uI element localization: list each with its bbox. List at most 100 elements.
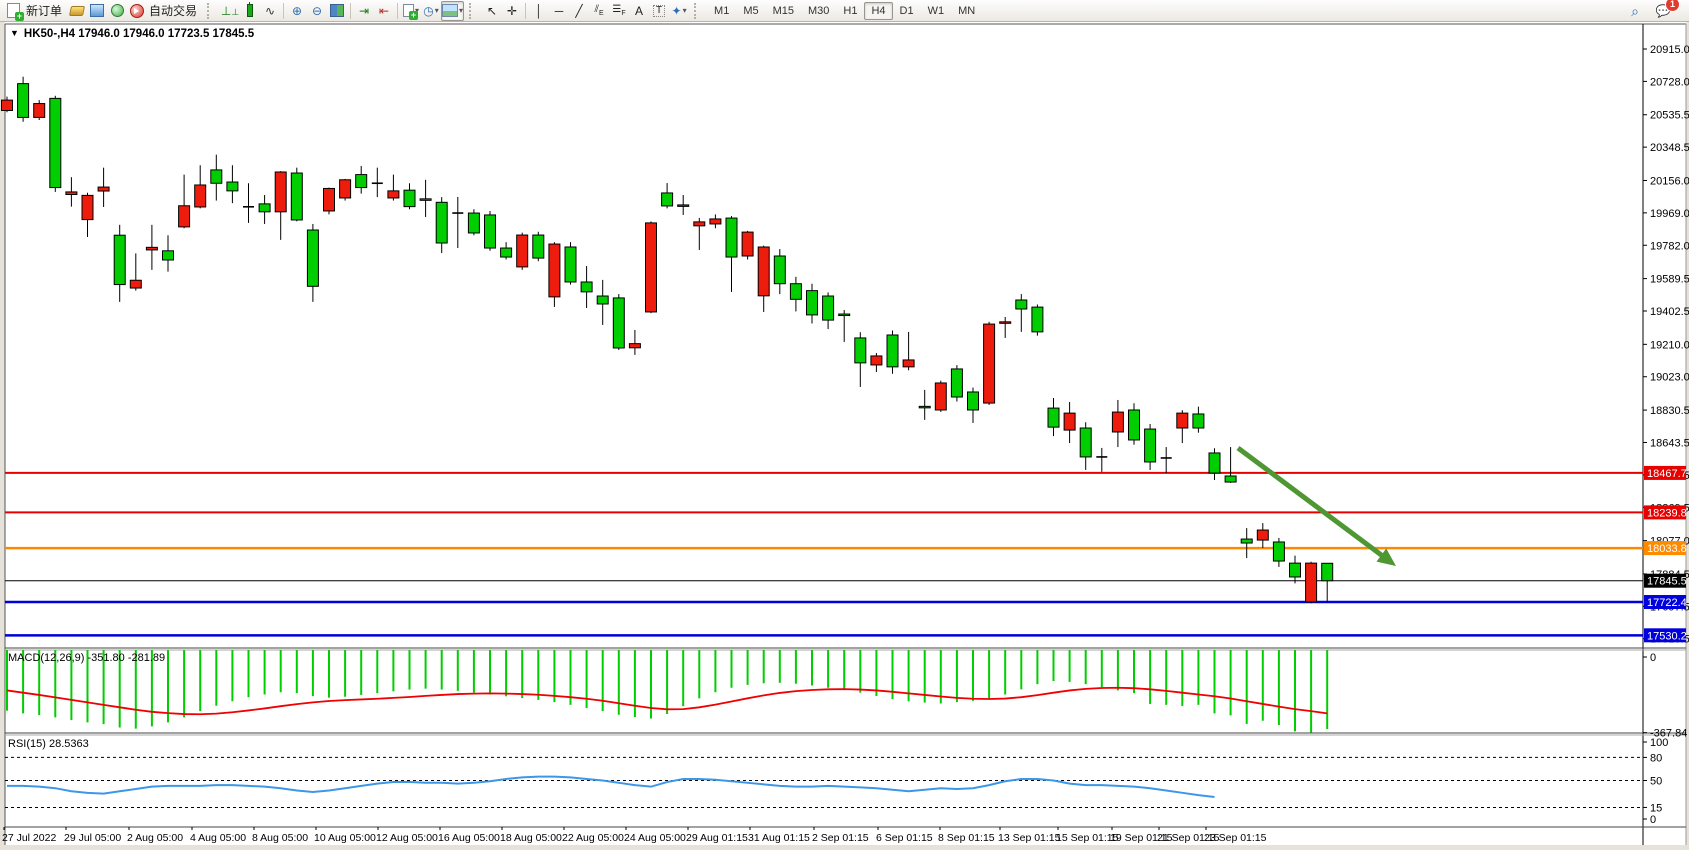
price-axis-label: 18830.5 <box>1650 405 1689 417</box>
text-label-button[interactable]: T <box>649 2 669 20</box>
chart-shift-icon: ⇤ <box>379 3 390 18</box>
chevron-down-icon: ▾ <box>682 6 687 15</box>
candle-body <box>532 234 545 259</box>
candle-body <box>1272 541 1285 562</box>
tf-w1-button[interactable]: W1 <box>927 4 945 17</box>
clock-icon: ◷ <box>423 3 434 18</box>
tf-d1-button[interactable]: D1 <box>899 4 914 17</box>
date-label: 13 Sep 01:15 <box>998 832 1061 844</box>
price-level-badge <box>1644 505 1686 520</box>
search-button[interactable]: ⌕ <box>1625 2 1645 20</box>
symbol-dropdown-icon[interactable]: ▼ <box>10 28 19 38</box>
price-axis-label: 20156.0 <box>1650 175 1689 187</box>
rsi-indicator-label: RSI(15) 28.5363 <box>8 738 89 750</box>
periods-button[interactable]: ◷ ▾ <box>421 2 441 20</box>
tile-windows-button[interactable] <box>327 2 347 20</box>
price-level-badge-text: 18033.8 <box>1647 543 1687 555</box>
zoom-out-icon: ⊖ <box>312 3 323 18</box>
candle-body <box>1305 562 1318 603</box>
cursor-button[interactable]: ↖ <box>482 2 502 20</box>
price-level-badge-text: 17722.4 <box>1647 597 1687 609</box>
auto-scroll-button[interactable]: ⇥ <box>354 2 374 20</box>
date-label: 23 Sep 01:15 <box>1204 832 1267 844</box>
price-axis-label: 19210.0 <box>1650 339 1689 351</box>
new-order-icon: + <box>7 3 24 21</box>
tf-h1-button[interactable]: H1 <box>843 4 858 17</box>
tf-h4-button[interactable]: H4 <box>864 1 893 20</box>
chart-background <box>0 22 1689 850</box>
candle-body <box>419 198 432 201</box>
auto-scroll-icon: ⇥ <box>359 3 370 18</box>
price-level-badge-text: 18467.7 <box>1647 468 1687 480</box>
rsi-axis-label: 0 <box>1650 814 1656 826</box>
toolbar-divider <box>525 2 527 19</box>
chart-symbol-title: ▼ HK50-,H4 17946.0 17946.0 17723.5 17845.… <box>10 28 254 40</box>
new-order-button[interactable]: + 新订单 <box>4 2 67 21</box>
vertical-line-button[interactable]: │ <box>529 2 549 20</box>
chart-canvas[interactable]: 20915.0 20728.0 20535.5 20348.5 20156.0 19969… <box>0 22 1689 850</box>
text-button[interactable]: A <box>629 2 649 20</box>
price-axis-label: 19402.5 <box>1650 306 1689 318</box>
candlestick-icon <box>247 2 254 17</box>
auto-trading-button[interactable]: 自动交易 <box>127 2 202 20</box>
trend-arrow-head <box>1376 548 1396 566</box>
chart-profile-button[interactable] <box>67 2 87 20</box>
price-axis-label: 20915.0 <box>1650 44 1689 56</box>
arrows-button[interactable]: ✦ ▾ <box>669 2 689 20</box>
candle-body <box>693 221 706 227</box>
tf-m30-button[interactable]: M30 <box>808 4 830 17</box>
date-label: 8 Sep 01:15 <box>938 832 995 844</box>
price-level-badge-text: 17530.2 <box>1647 630 1687 642</box>
globe-icon <box>110 4 124 17</box>
zoom-in-button[interactable]: ⊕ <box>287 2 307 20</box>
templates-button[interactable]: ▾ <box>441 0 465 21</box>
candle-body <box>1256 529 1269 541</box>
date-label: 2 Aug 05:00 <box>127 832 183 844</box>
window-left-frame <box>0 22 5 850</box>
bar-chart-button[interactable]: ⊥⊥ <box>220 2 240 20</box>
price-level-badge <box>1644 541 1686 556</box>
horizontal-line-button[interactable]: ─ <box>549 2 569 20</box>
date-label: 12 Aug 05:00 <box>376 832 438 844</box>
price-axis-label: 19589.5 <box>1650 274 1689 286</box>
tf-m1-button[interactable]: M1 <box>714 4 730 17</box>
candle-body <box>806 290 818 316</box>
candle-body <box>49 97 62 189</box>
candle-body <box>226 181 239 192</box>
date-label: 22 Aug 05:00 <box>562 832 624 844</box>
zoom-out-button[interactable]: ⊖ <box>307 2 327 20</box>
candle-body <box>822 295 835 321</box>
toolbar-divider <box>350 2 352 19</box>
toolbar-divider <box>283 2 285 19</box>
date-label: 16 Aug 05:00 <box>438 832 500 844</box>
chart-shift-button[interactable]: ⇤ <box>374 2 394 20</box>
indicators-button[interactable]: +▾ <box>401 2 421 20</box>
toolbar-separator <box>469 2 478 19</box>
line-chart-button[interactable]: ∿ <box>260 2 280 20</box>
data-window-button[interactable] <box>107 2 127 20</box>
auto-trading-icon <box>130 3 145 18</box>
crosshair-button[interactable]: ✛ <box>502 2 522 20</box>
symbol-ohlc-text: HK50-,H4 17946.0 17946.0 17723.5 17845.5 <box>23 28 255 40</box>
candle-body <box>983 323 996 404</box>
candle-body <box>129 279 142 289</box>
notification-badge: 1 <box>1665 0 1680 12</box>
channel-button[interactable]: ⫽E <box>589 2 609 20</box>
tf-m15-button[interactable]: M15 <box>772 4 795 17</box>
candle-body <box>339 179 352 199</box>
candle-body <box>870 355 883 366</box>
candle-body <box>725 217 738 258</box>
candle-body <box>854 337 867 364</box>
price-level-badge-text: 18239.8 <box>1647 507 1687 519</box>
candlestick-chart-button[interactable] <box>240 2 260 20</box>
fibonacci-button[interactable]: ☰F <box>609 2 629 20</box>
price-axis-label: 19782.0 <box>1650 240 1689 252</box>
trendline-button[interactable]: ╱ <box>569 2 589 20</box>
chart-window[interactable]: 20915.0 20728.0 20535.5 20348.5 20156.0 19969… <box>0 22 1689 850</box>
candle-body <box>773 255 786 285</box>
notifications-button[interactable]: 💬 1 <box>1653 0 1680 20</box>
tf-mn-button[interactable]: MN <box>958 4 976 17</box>
tf-m5-button[interactable]: M5 <box>743 4 759 17</box>
profiles-button[interactable] <box>87 2 107 20</box>
